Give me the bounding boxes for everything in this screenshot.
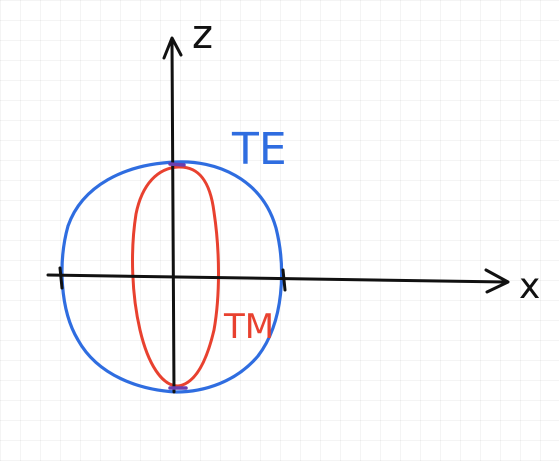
x-axis-label: x [519, 266, 540, 307]
tm-curve [131, 165, 220, 388]
z-axis-line [170, 40, 176, 394]
top-pole-mark [168, 162, 186, 167]
x-axis-arrowhead [484, 268, 510, 294]
te-label: TE [231, 124, 287, 175]
tm-label: TM [223, 307, 274, 347]
z-axis-label: z [192, 12, 213, 58]
left-tick [58, 266, 64, 290]
z-axis-arrowhead [162, 36, 183, 60]
right-tick [281, 268, 287, 292]
te-curve [60, 160, 284, 394]
x-axis-line [46, 273, 508, 284]
